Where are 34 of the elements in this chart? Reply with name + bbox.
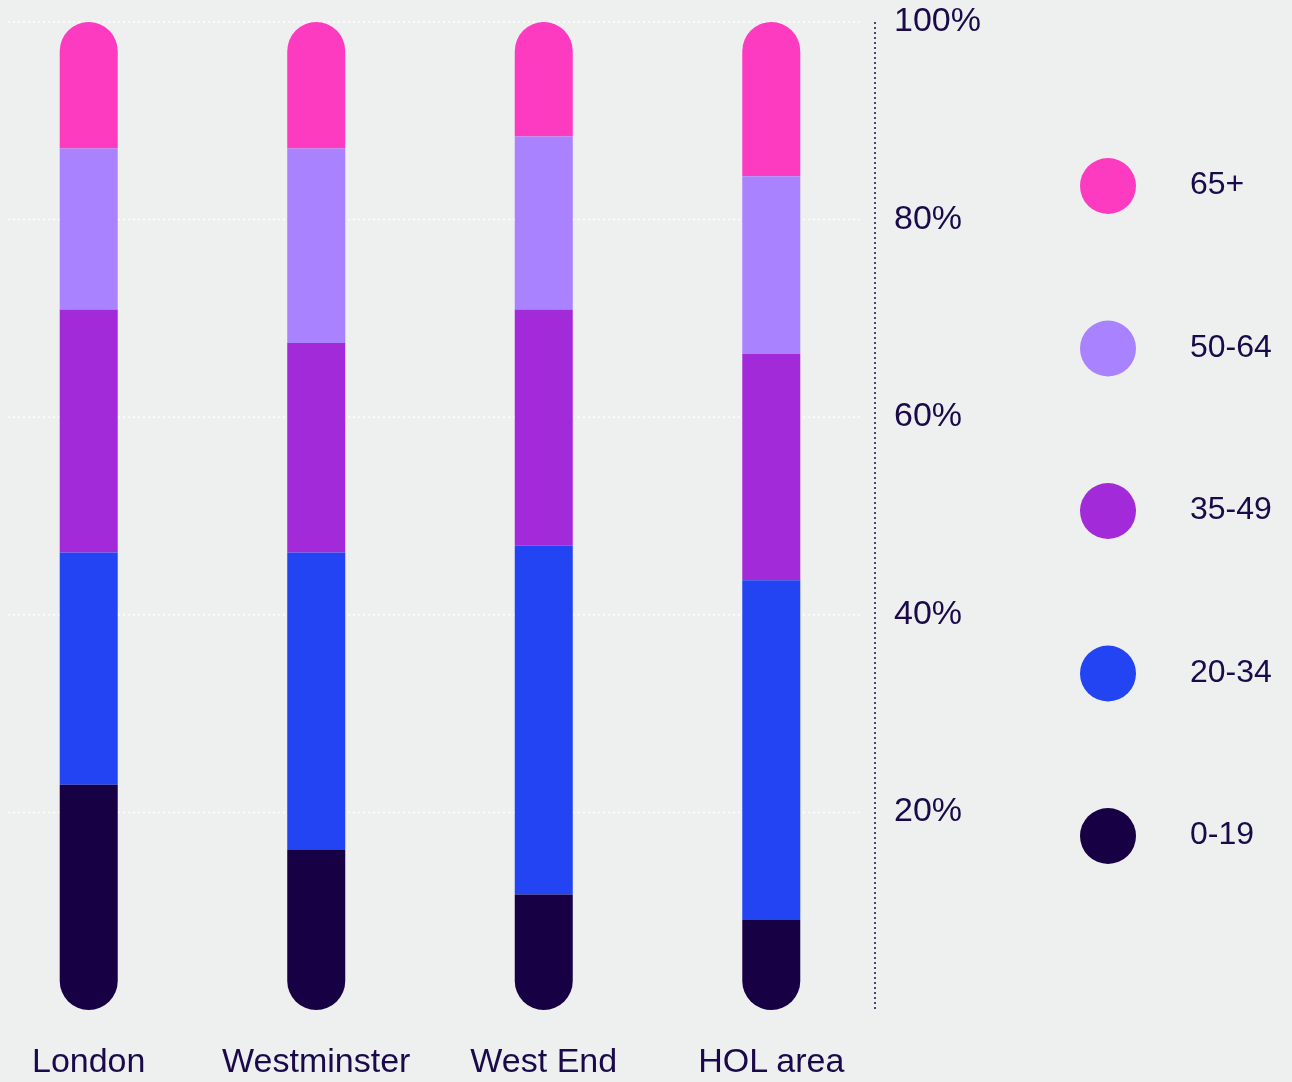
bar xyxy=(59,552,118,785)
bar xyxy=(514,136,573,310)
bar xyxy=(59,148,118,310)
y-tick-label: 40% xyxy=(894,592,963,631)
bar xyxy=(59,22,118,149)
bar xyxy=(514,894,573,1010)
bar xyxy=(742,22,801,177)
legend-label: 65+ xyxy=(1190,165,1245,202)
y-tick-label: 100% xyxy=(894,0,981,38)
y-tick-label: 60% xyxy=(894,395,963,434)
legend-label: 0-19 xyxy=(1190,815,1255,852)
bar xyxy=(742,353,801,581)
y-tick-label: 20% xyxy=(894,790,963,829)
y-tick-label: 80% xyxy=(894,197,963,236)
x-tick-label: Westminster xyxy=(222,1041,411,1079)
bar xyxy=(742,580,801,921)
bar xyxy=(514,309,573,546)
legend-label: 35-49 xyxy=(1190,490,1272,527)
bar xyxy=(514,22,573,137)
x-tick-label: London xyxy=(32,1041,146,1079)
x-tick-label: HOL area xyxy=(698,1041,845,1079)
x-tick-label: West End xyxy=(470,1041,618,1079)
bar xyxy=(59,784,118,1010)
bar xyxy=(514,545,573,895)
bar xyxy=(287,343,346,553)
bar xyxy=(287,552,346,850)
bar xyxy=(287,849,346,1010)
bar xyxy=(287,22,346,149)
legend-label: 20-34 xyxy=(1190,652,1272,689)
bar xyxy=(742,920,801,1010)
bar xyxy=(287,148,346,344)
legend-label: 50-64 xyxy=(1190,327,1272,364)
bar xyxy=(742,176,801,354)
bar xyxy=(59,309,118,553)
